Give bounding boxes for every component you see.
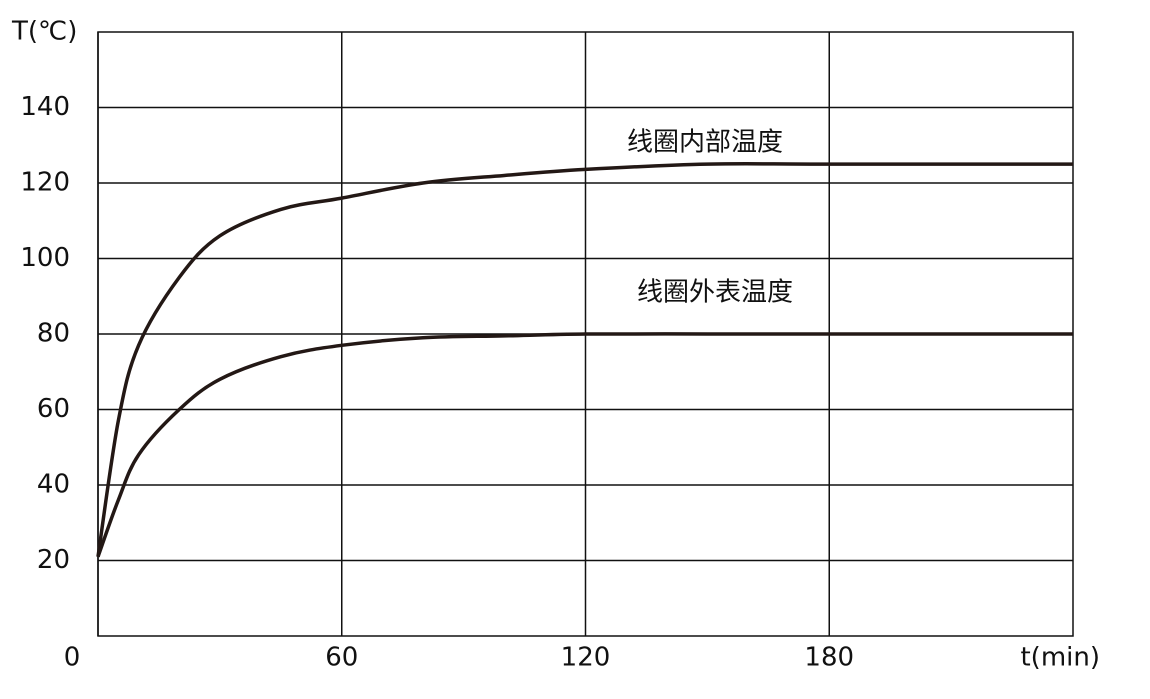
y-tick-label: 140 [20,92,70,122]
y-tick-label: 40 [37,470,70,500]
x-tick-label: 0 [64,643,81,673]
x-axis-label: t(min) [1020,643,1100,673]
x-tick-label: 60 [325,643,358,673]
y-tick-label: 100 [20,243,70,273]
y-tick-label: 120 [20,168,70,198]
series-label: 线圈内部温度 [627,128,783,158]
series-label: 线圈外表温度 [637,278,793,308]
line-series [96,161,1074,557]
x-tick-label: 120 [561,643,611,673]
line-series [96,332,1073,558]
y-tick-label: 80 [37,319,70,349]
y-axis-label: T(℃) [11,17,77,47]
y-tick-label: 60 [37,394,70,424]
y-tick-label: 20 [37,545,70,575]
x-tick-label: 180 [804,643,854,673]
